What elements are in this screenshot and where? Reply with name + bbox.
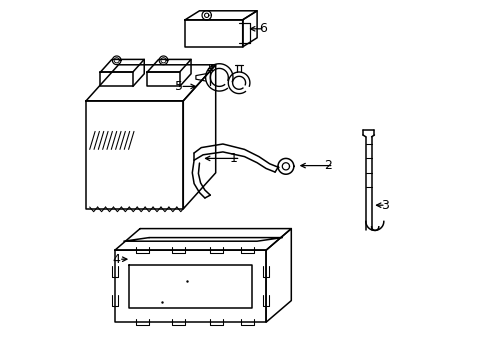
Text: 6: 6 xyxy=(258,22,266,35)
Text: 3: 3 xyxy=(381,199,388,212)
Text: 1: 1 xyxy=(230,152,238,165)
Text: 4: 4 xyxy=(112,253,120,266)
Text: 2: 2 xyxy=(323,159,331,172)
Text: 5: 5 xyxy=(175,80,183,93)
